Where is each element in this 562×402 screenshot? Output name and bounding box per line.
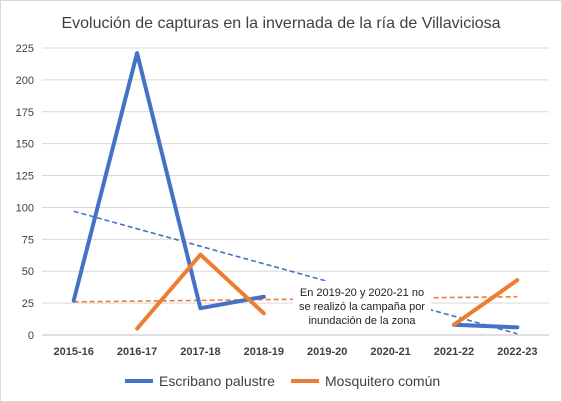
trendlines bbox=[73, 210, 518, 335]
y-tick-label-0: 0 bbox=[28, 330, 34, 342]
annotation-line-3: inundación de la zona bbox=[308, 315, 416, 327]
y-tick-label-150: 150 bbox=[16, 139, 34, 151]
series-lines bbox=[71, 51, 520, 331]
series-line-escribano-segment-1 bbox=[451, 322, 520, 330]
y-tick-label-175: 175 bbox=[16, 107, 34, 119]
y-tick-label-225: 225 bbox=[16, 43, 34, 55]
x-tick-label-2022-23: 2022-23 bbox=[497, 346, 537, 358]
legend: Escribano palustre Mosquitero común bbox=[125, 373, 440, 389]
legend-label-mosquitero: Mosquitero común bbox=[325, 373, 440, 389]
annotation-background bbox=[293, 281, 431, 331]
y-tick-label-50: 50 bbox=[22, 266, 34, 278]
series-line-mosquitero-segment-0 bbox=[135, 252, 266, 331]
y-tick-label-75: 75 bbox=[22, 234, 34, 246]
axes: 0 25 50 75 100 125 150 175 200 225 2015-16 2016-17 2… bbox=[16, 43, 549, 358]
y-tick-label-25: 25 bbox=[22, 298, 34, 310]
x-tick-label-2018-19: 2018-19 bbox=[244, 346, 284, 358]
annotation-line-2: se realizó la campaña por bbox=[299, 301, 425, 313]
gridlines bbox=[42, 47, 549, 304]
x-tick-label-2017-18: 2017-18 bbox=[180, 346, 220, 358]
chart-title: Evolución de capturas en la invernada de… bbox=[61, 15, 500, 32]
x-tick-label-2016-17: 2016-17 bbox=[117, 346, 157, 358]
x-tick-label-2015-16: 2015-16 bbox=[54, 346, 94, 358]
y-tick-label-200: 200 bbox=[16, 75, 34, 87]
annotation-line-1: En 2019-20 y 2020-21 no bbox=[300, 287, 424, 299]
y-tick-label-100: 100 bbox=[16, 202, 34, 214]
y-tick-label-125: 125 bbox=[16, 171, 34, 183]
trendline-escribano bbox=[73, 210, 518, 335]
trendline-mosquitero bbox=[73, 295, 518, 303]
x-tick-label-2019-20: 2019-20 bbox=[307, 346, 347, 358]
x-tick-label-2020-21: 2020-21 bbox=[370, 346, 410, 358]
legend-label-escribano: Escribano palustre bbox=[159, 373, 275, 389]
x-tick-label-2021-22: 2021-22 bbox=[434, 346, 474, 358]
annotation-box: En 2019-20 y 2020-21 no se realizó la ca… bbox=[293, 281, 431, 331]
series-line-escribano-segment-0 bbox=[71, 51, 266, 311]
series-line-mosquitero-segment-1 bbox=[451, 278, 520, 327]
